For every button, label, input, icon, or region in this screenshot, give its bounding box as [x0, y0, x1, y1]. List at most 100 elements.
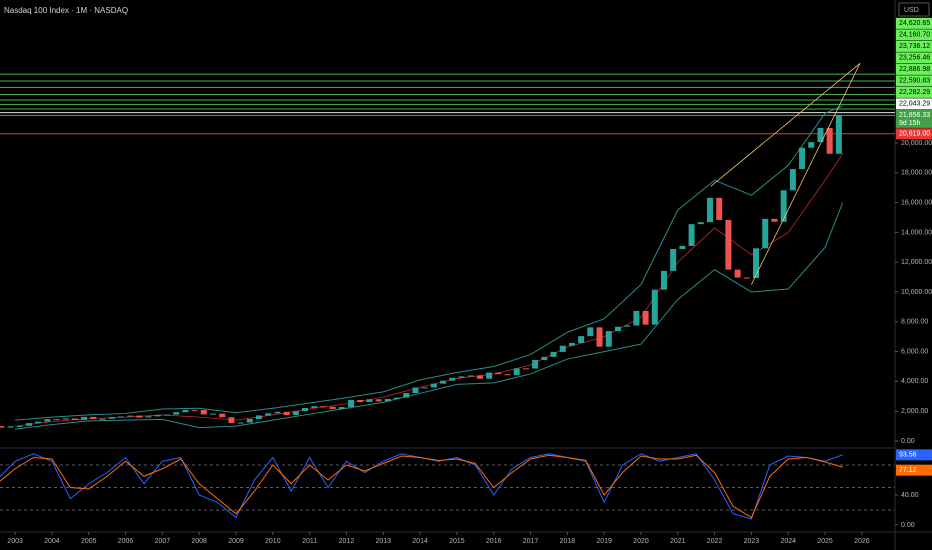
x-tick-label: 2017: [523, 538, 539, 545]
candle: [403, 393, 410, 398]
x-tick-label: 2022: [707, 538, 723, 545]
candle: [605, 331, 612, 347]
candle: [449, 377, 456, 381]
level-tag: [896, 17, 932, 29]
candle: [568, 342, 575, 346]
candle: [679, 245, 686, 249]
candle: [716, 197, 723, 220]
candle: [338, 407, 345, 410]
candle: [532, 360, 539, 369]
level-label: 24,620.65: [899, 20, 930, 27]
candle: [375, 399, 382, 402]
candle: [799, 147, 806, 170]
candle: [246, 418, 253, 423]
level-label: 22,886.98: [899, 66, 930, 73]
candle: [154, 414, 161, 417]
candle: [421, 387, 428, 389]
x-tick-label: 2015: [449, 538, 465, 545]
x-tick-label: 2006: [118, 538, 134, 545]
candle: [734, 269, 741, 278]
candle: [25, 423, 32, 426]
candle: [71, 418, 78, 420]
y-tick-label: 4,000.00: [901, 378, 928, 385]
osc-tick-label: 0.00: [901, 522, 915, 529]
chart-title: Nasdaq 100 Index · 1M · NASDAQ: [4, 6, 128, 15]
y-tick-label: 18,000.00: [901, 170, 932, 177]
candle: [467, 375, 474, 377]
band-upper: [15, 105, 843, 421]
candle: [596, 327, 603, 347]
candle: [651, 289, 658, 325]
y-tick-label: 2,000.00: [901, 408, 928, 415]
x-tick-label: 2025: [817, 538, 833, 545]
y-tick-label: 12,000.00: [901, 259, 932, 266]
candle: [550, 351, 557, 357]
x-tick-label: 2013: [375, 538, 391, 545]
candle: [191, 409, 198, 411]
level-label: 22,043.29: [899, 101, 930, 108]
candle: [99, 418, 106, 420]
band-lower: [15, 202, 844, 430]
candle: [7, 426, 14, 428]
candle: [200, 409, 207, 415]
osc-tick-label: 40.00: [901, 492, 919, 499]
candle: [62, 418, 69, 420]
candle: [0, 426, 5, 428]
candle: [587, 327, 594, 337]
candle: [182, 409, 189, 413]
candle: [237, 422, 244, 424]
x-tick-label: 2004: [44, 538, 60, 545]
candle: [486, 372, 493, 379]
candle: [495, 372, 502, 375]
level-tag: [896, 109, 932, 128]
trendline: [751, 63, 861, 285]
x-tick-label: 2011: [302, 538, 317, 545]
candle: [366, 399, 373, 403]
candle: [145, 416, 152, 418]
osc-line: [0, 454, 843, 519]
y-tick-label: 16,000.00: [901, 199, 932, 206]
y-tick-label: 8,000.00: [901, 319, 928, 326]
y-tick-label: 14,000.00: [901, 229, 932, 236]
currency-box[interactable]: [898, 2, 930, 17]
candle: [412, 387, 419, 394]
level-label: 22,282.29: [899, 89, 930, 96]
candle: [504, 374, 511, 376]
candle: [753, 248, 760, 279]
currency[interactable]: USD: [904, 7, 919, 14]
candle: [743, 277, 750, 279]
x-tick-label: 2020: [633, 538, 649, 545]
x-tick-label: 2009: [228, 538, 244, 545]
level-label: 20,619.00: [899, 131, 930, 138]
y-tick-label: 6,000.00: [901, 348, 928, 355]
candle: [163, 414, 170, 416]
osc-tag: [896, 449, 932, 461]
candle: [348, 399, 355, 408]
candle: [209, 413, 216, 415]
candle: [320, 406, 327, 408]
candle: [256, 415, 263, 419]
candle: [697, 222, 704, 225]
candle: [817, 127, 824, 143]
x-tick-label: 2003: [7, 538, 23, 545]
y-tick-label: 0.00: [901, 438, 915, 445]
candle: [81, 416, 88, 420]
x-tick-label: 2010: [265, 538, 281, 545]
candle: [660, 270, 667, 290]
candle: [706, 197, 713, 223]
level-label: 21,856.33: [899, 112, 930, 119]
candle: [440, 380, 447, 384]
candle: [16, 425, 23, 427]
level-label: 23,736.12: [899, 43, 930, 50]
candle: [835, 115, 842, 154]
candle: [53, 419, 60, 421]
level-tag: [896, 52, 932, 64]
osc-tag-label: 93.56: [899, 452, 917, 459]
candle: [35, 421, 42, 424]
candle: [117, 416, 124, 418]
x-tick-label: 2016: [486, 538, 502, 545]
candle: [228, 417, 235, 423]
trendline: [710, 63, 861, 187]
